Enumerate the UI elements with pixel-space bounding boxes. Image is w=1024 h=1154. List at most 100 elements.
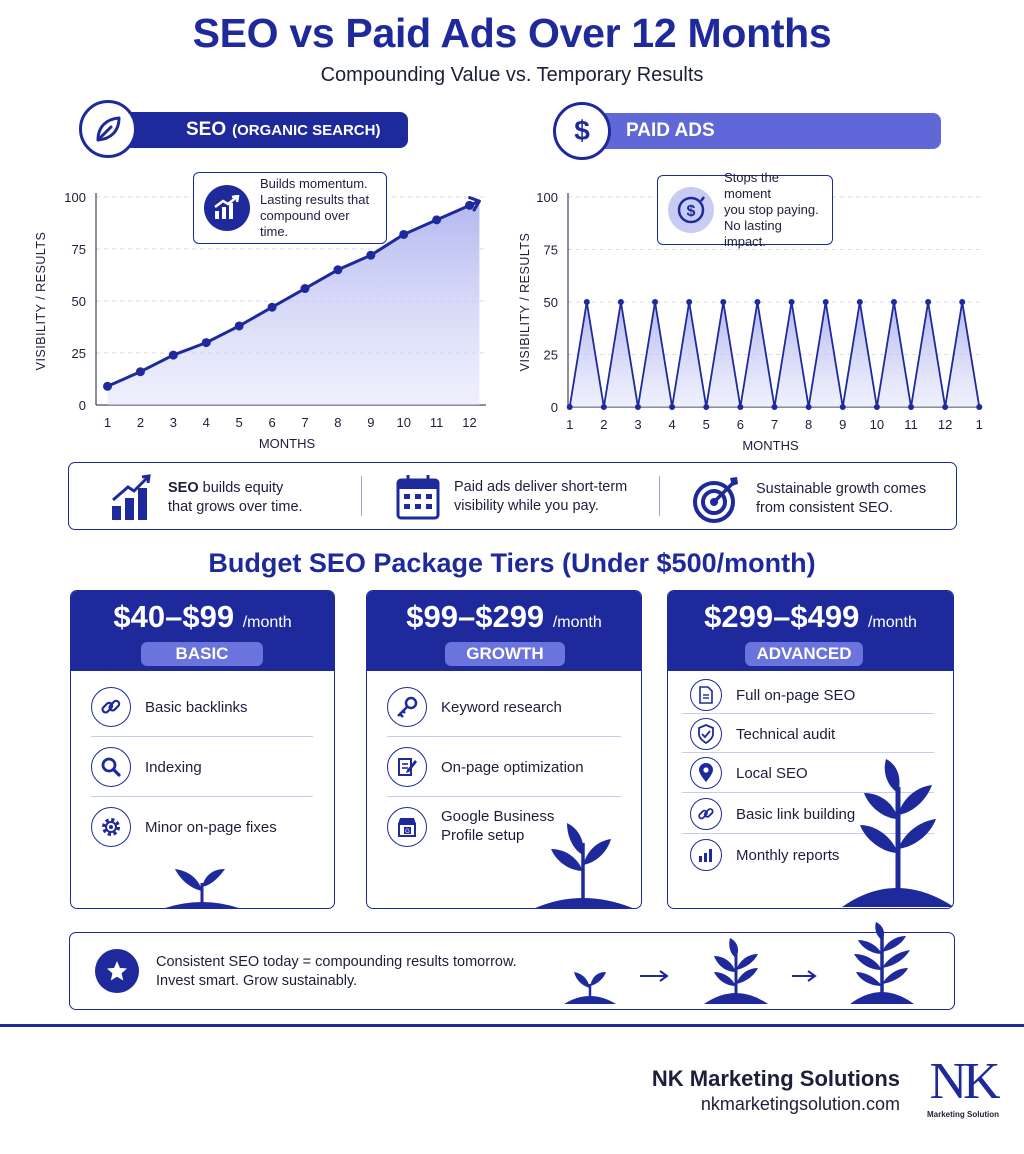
y-tick-label: 0 xyxy=(79,398,86,413)
document-edit-icon xyxy=(387,747,427,787)
data-point xyxy=(103,381,113,391)
feature-item: Basic backlinks xyxy=(91,687,248,727)
takeaway-text: builds equity xyxy=(198,480,284,496)
x-tick-label: 12 xyxy=(938,417,952,432)
takeaway-text: Paid ads deliver short-term xyxy=(454,479,628,495)
takeaway-bold: SEO xyxy=(168,480,199,496)
feature-item: Full on-page SEO xyxy=(690,679,855,711)
data-point xyxy=(839,404,846,410)
feature-item: Minor on-page fixes xyxy=(91,807,277,847)
data-point xyxy=(942,404,949,410)
data-point xyxy=(873,404,880,410)
tree-icon xyxy=(842,759,953,907)
x-tick-label: 2 xyxy=(600,417,607,432)
data-point xyxy=(168,350,178,360)
data-point xyxy=(822,299,829,305)
brand-url: nkmarketingsolution.com xyxy=(700,1094,900,1114)
x-tick-label: 7 xyxy=(301,415,308,430)
data-point xyxy=(669,404,676,410)
data-point xyxy=(652,299,659,305)
seo-header-pill: SEO (ORGANIC SEARCH) xyxy=(108,112,408,148)
tier-price: $99–$299 /month xyxy=(406,599,602,634)
y-tick-label: 50 xyxy=(544,295,558,310)
page-title: SEO vs Paid Ads Over 12 Months xyxy=(192,10,832,56)
takeaway-seo: SEO builds equity that grows over time. xyxy=(110,474,303,522)
y-tick-label: 100 xyxy=(536,190,558,205)
tier-card-growth: $99–$299 /month GROWTH Keyword research … xyxy=(366,590,642,909)
x-tick-label: 9 xyxy=(839,417,846,432)
trend-up-icon xyxy=(204,185,250,231)
y-axis-label: VISIBILITY / RESULTS xyxy=(34,232,48,371)
data-point xyxy=(856,299,863,305)
feature-item: Monthly reports xyxy=(690,839,839,871)
data-point xyxy=(333,265,343,275)
footer-tagline: Consistent SEO today = compounding resul… xyxy=(156,954,517,989)
x-tick-label: 7 xyxy=(771,417,778,432)
paid-callout-line: you stop paying. xyxy=(724,202,819,217)
link-icon xyxy=(91,687,131,727)
feature-item: Indexing xyxy=(91,747,202,787)
feature-item: On-page optimization xyxy=(387,747,584,787)
x-tick-label: 5 xyxy=(236,415,243,430)
x-tick-label: 8 xyxy=(805,417,812,432)
star-icon xyxy=(95,949,139,993)
x-tick-label: 8 xyxy=(334,415,341,430)
data-point xyxy=(234,321,244,331)
bar-chart-icon xyxy=(112,474,151,520)
tier-card-basic: $40–$99 /month BASIC Basic backlinks Ind… xyxy=(70,590,335,909)
data-point xyxy=(771,404,778,410)
data-point xyxy=(566,404,573,410)
y-axis-label: VISIBILITY / RESULTS xyxy=(518,233,532,372)
feature-item: Keyword research xyxy=(387,687,562,727)
takeaway-line2: from consistent SEO. xyxy=(756,500,893,516)
x-tick-label: 1 xyxy=(104,415,111,430)
paid-callout-line: No lasting impact. xyxy=(724,218,782,249)
tier-card-advanced: $299–$499 /month ADVANCED Full on-page S… xyxy=(667,590,954,909)
tier-badge: BASIC xyxy=(141,642,263,666)
gear-icon xyxy=(91,807,131,847)
brand-block: NK Marketing Solutions nkmarketingsoluti… xyxy=(652,1066,900,1115)
data-point xyxy=(399,229,409,239)
x-tick-label: 3 xyxy=(634,417,641,432)
paid-callout: $ Stops the moment you stop paying. No l… xyxy=(657,170,833,249)
takeaway-paid: Paid ads deliver short-term visibility wh… xyxy=(396,474,627,520)
x-tick-label: 10 xyxy=(396,415,410,430)
y-tick-label: 75 xyxy=(72,242,86,257)
feature-item: Technical audit xyxy=(690,718,835,750)
x-tick-label: 6 xyxy=(268,415,275,430)
search-icon xyxy=(91,747,131,787)
leaf-icon xyxy=(79,100,137,158)
footer-tagline-box xyxy=(69,932,955,1010)
tiers-title: Budget SEO Package Tiers (Under $500/mon… xyxy=(208,548,816,578)
y-tick-label: 25 xyxy=(72,346,86,361)
seo-callout-line: Builds momentum. xyxy=(260,176,368,191)
data-point xyxy=(788,299,795,305)
document-icon xyxy=(690,679,722,711)
dollar-icon: $ xyxy=(553,102,611,160)
tier-price: $299–$499 /month xyxy=(704,599,917,634)
data-point xyxy=(617,299,624,305)
y-tick-label: 100 xyxy=(64,190,86,205)
paid-label: PAID ADS xyxy=(626,120,715,141)
tier-badge: ADVANCED xyxy=(745,642,863,666)
tier-badge: GROWTH xyxy=(445,642,565,666)
data-point xyxy=(805,404,812,410)
area-fill xyxy=(107,201,480,405)
paid-callout-line: Stops the moment xyxy=(724,170,779,201)
data-point xyxy=(925,299,932,305)
divider xyxy=(361,476,362,516)
seo-label: SEO xyxy=(186,119,227,140)
footer-rule xyxy=(0,1024,1024,1027)
x-tick-label: 12 xyxy=(462,415,476,430)
plant-icon xyxy=(535,823,633,908)
data-point xyxy=(890,299,897,305)
x-tick-label: 4 xyxy=(203,415,210,430)
data-point xyxy=(201,338,211,348)
takeaway-growth: Sustainable growth comes from consistent … xyxy=(692,474,926,524)
page-subtitle: Compounding Value vs. Temporary Results xyxy=(320,64,704,86)
data-point xyxy=(465,200,475,210)
data-point xyxy=(976,404,983,410)
y-tick-label: 50 xyxy=(72,294,86,309)
